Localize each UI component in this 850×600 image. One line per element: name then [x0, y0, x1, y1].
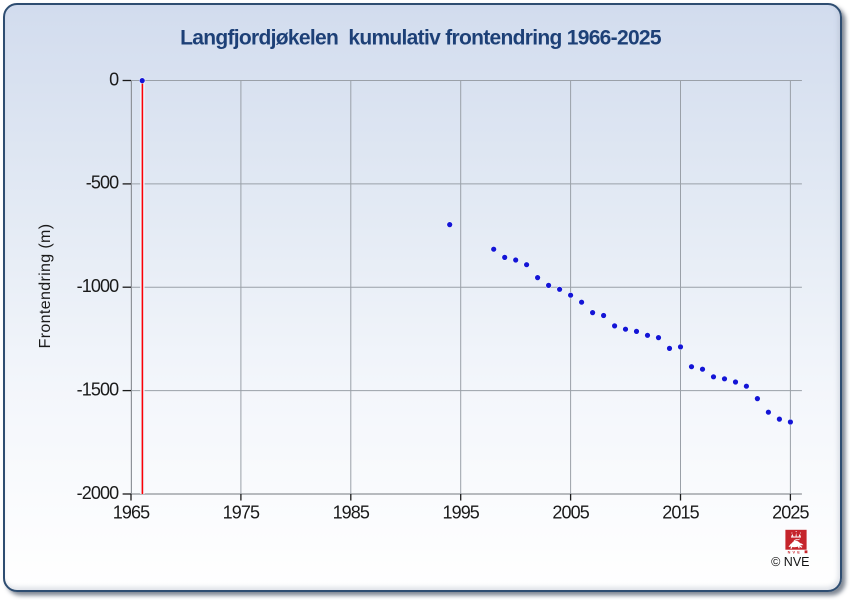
svg-text:Frontendring (m): Frontendring (m)	[37, 224, 54, 349]
svg-text:-500: -500	[86, 173, 119, 193]
svg-text:2025: 2025	[772, 502, 809, 522]
svg-text:2005: 2005	[552, 502, 589, 522]
svg-text:1975: 1975	[223, 502, 260, 522]
svg-text:© NVE: © NVE	[771, 555, 809, 569]
svg-text:Langfjordjøkelen kumulativ fr: Langfjordjøkelen kumulativ frontendring …	[180, 27, 662, 50]
svg-text:1965: 1965	[113, 502, 150, 522]
svg-text:NVE: NVE	[788, 550, 802, 554]
svg-text:0: 0	[109, 69, 119, 89]
svg-text:-2000: -2000	[77, 483, 119, 503]
svg-text:1995: 1995	[442, 502, 479, 522]
svg-text:1985: 1985	[333, 502, 370, 522]
svg-text:-1500: -1500	[77, 379, 119, 399]
svg-text:2015: 2015	[662, 502, 699, 522]
svg-text:-1000: -1000	[77, 276, 119, 296]
